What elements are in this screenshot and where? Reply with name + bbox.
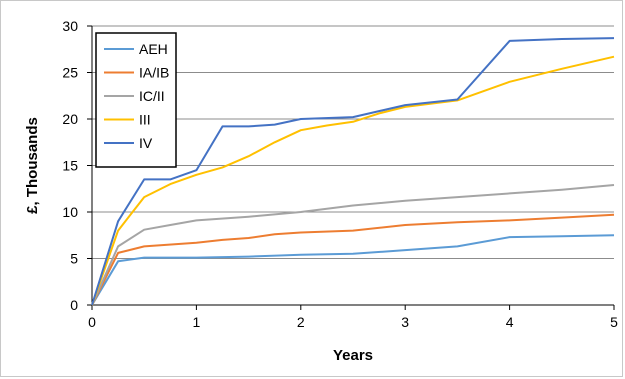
x-tick-label: 4 xyxy=(506,314,514,330)
x-axis-title: Years xyxy=(333,347,373,364)
legend: AEH IA/IB IC/II III IV xyxy=(95,32,177,168)
series-lines xyxy=(91,37,615,306)
y-tick-label: 15 xyxy=(62,158,78,174)
y-axis-title: £, Thousands xyxy=(24,117,41,214)
y-tick-label: 30 xyxy=(62,18,78,34)
tick-labels: 0 5 10 15 20 25 30 0 1 2 3 4 5 xyxy=(62,18,618,330)
x-tick-label: 1 xyxy=(193,314,201,330)
legend-label: IA/IB xyxy=(139,65,169,81)
x-tick-label: 5 xyxy=(610,314,618,330)
x-tick-label: 3 xyxy=(401,314,409,330)
y-tick-label: 10 xyxy=(62,204,78,220)
series-line-aeh xyxy=(91,234,615,306)
legend-box xyxy=(95,32,177,168)
axes xyxy=(87,25,615,310)
series-line-ic-ii xyxy=(91,184,615,306)
y-tick-label: 20 xyxy=(62,111,78,127)
legend-label: IV xyxy=(139,135,153,151)
y-tick-label: 0 xyxy=(70,297,78,313)
legend-label: IC/II xyxy=(139,88,165,104)
x-tick-label: 0 xyxy=(88,314,96,330)
x-tick-label: 2 xyxy=(297,314,305,330)
series-line-iv xyxy=(91,37,615,306)
series-line-iii xyxy=(91,55,615,306)
y-tick-label: 5 xyxy=(70,251,78,267)
legend-label: III xyxy=(139,112,151,128)
legend-label: AEH xyxy=(139,41,168,57)
y-tick-label: 25 xyxy=(62,65,78,81)
series-line-ia-ib xyxy=(91,213,615,306)
